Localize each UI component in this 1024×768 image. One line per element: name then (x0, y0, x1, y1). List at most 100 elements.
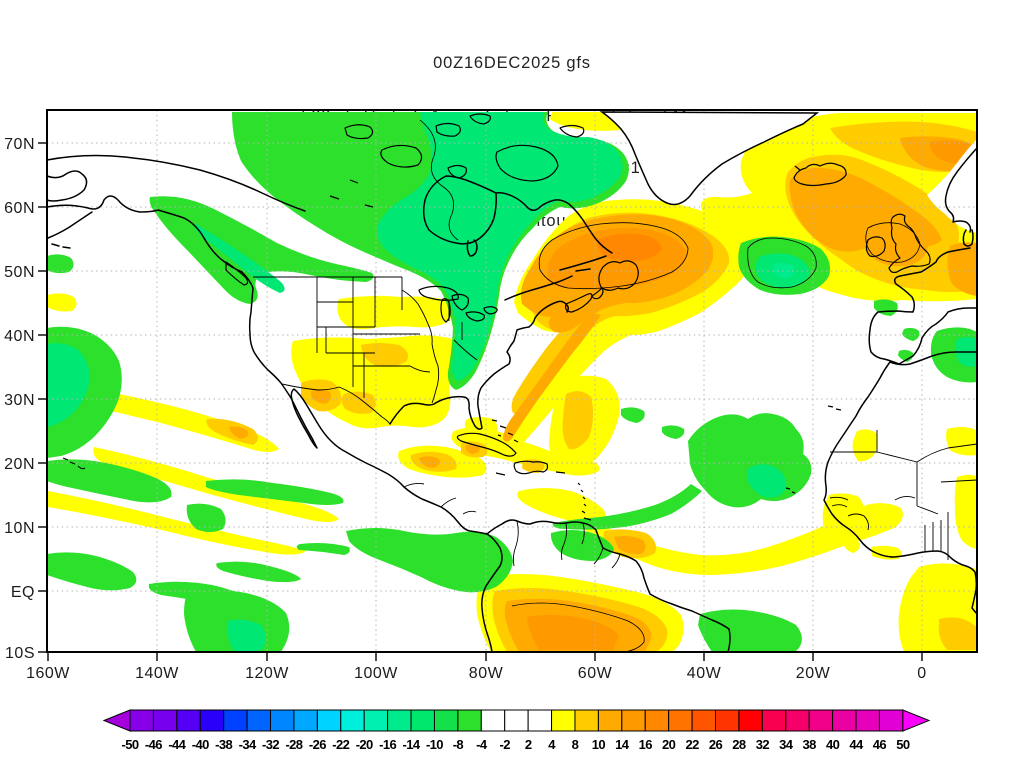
colorbar-segment (316, 709, 342, 732)
shade-pacific-8n-band (216, 561, 301, 583)
shade-yucatan-orange (419, 456, 440, 468)
colorbar-segment (480, 709, 506, 732)
colorbar-label: 40 (826, 737, 840, 752)
coast-hawaii (62, 457, 86, 470)
colorbar-segment (878, 709, 904, 732)
shading-positive-anomalies (47, 112, 977, 652)
colorbar-label: -50 (122, 737, 139, 752)
border-mexico-centam (403, 482, 477, 515)
shade-atlantic-speck-2 (662, 425, 685, 439)
map-frame (46, 109, 978, 653)
lat-tick-label: 10S (5, 645, 35, 662)
colorbar-segment (668, 709, 693, 732)
shade-kansas-gold (361, 343, 408, 367)
colorbar-segment (551, 709, 576, 732)
lat-tick-label: 20N (4, 456, 35, 473)
coast-west-africa (823, 361, 978, 615)
colorbar-label: -14 (403, 737, 421, 752)
contour-50n-green (747, 237, 817, 289)
shade-gulfstream-orange-tail (503, 313, 601, 442)
lon-tick-label: 80W (469, 665, 504, 682)
colorbar-segment (644, 709, 670, 732)
shade-denmark-orange (947, 242, 977, 296)
shading-negative-anomalies (47, 112, 977, 652)
colorbar-segment (855, 709, 880, 732)
colorbar-label: -16 (379, 737, 396, 752)
coast-arctic-islands (329, 113, 585, 208)
coast-ireland (865, 236, 886, 258)
shade-spain-speck-1 (902, 327, 920, 341)
colorbar-segment (387, 709, 412, 732)
shade-gulf-guinea-gold (938, 617, 977, 650)
colorbar-label: 50 (896, 737, 910, 752)
colorbar-label: 14 (615, 737, 630, 752)
shade-left-edge-50n (47, 254, 74, 274)
shade-left-edge-small (47, 293, 77, 312)
colorbar-label: -20 (356, 737, 373, 752)
colorbar-segment (270, 709, 295, 732)
shade-s-pacific-teal (226, 619, 266, 652)
coast-europe (868, 247, 978, 365)
colorbar-segment (129, 709, 154, 732)
shade-atlantic-teal (747, 464, 787, 498)
contour-lines (419, 119, 921, 653)
coast-hispaniola (513, 460, 549, 475)
coast-med-africa (889, 351, 978, 366)
coast-vancouver-island (225, 261, 249, 286)
shade-algeria-edge (946, 427, 977, 456)
shade-nigeria-edge (954, 474, 977, 549)
lon-tick-label: 120W (245, 665, 289, 682)
coast-great-lakes (418, 285, 498, 323)
coast-iceland (793, 162, 847, 187)
shade-cuba-orange (465, 444, 480, 454)
shade-pacific-orange-dot (229, 426, 249, 439)
colorbar-label: -2 (500, 737, 511, 752)
shade-venezuela-coast (517, 488, 606, 524)
colorbar-label: -44 (168, 737, 186, 752)
contour-brazil (511, 602, 645, 653)
shade-left-edge-teal (47, 343, 90, 427)
colorbar-label: 22 (685, 737, 699, 752)
shade-sargasso-gold-streak (562, 391, 594, 450)
coast-canary-capeverde (785, 405, 842, 494)
colorbar-segment (621, 709, 646, 732)
shade-pacific-17n-band (206, 479, 344, 505)
contour-uk (865, 222, 921, 263)
shade-senegal-coast (822, 493, 864, 536)
state-country-borders (253, 276, 978, 569)
lat-tick-label: 40N (4, 328, 35, 345)
shade-labrador-core (597, 233, 662, 262)
lon-tick-label: 20W (796, 665, 831, 682)
colorbar-label: -38 (215, 737, 232, 752)
colorbar-label: -10 (426, 737, 443, 752)
lon-tick-label: 60W (578, 665, 613, 682)
coast-newfoundland (598, 260, 639, 291)
lon-tick-label: 160W (26, 665, 70, 682)
shade-tropical-atlantic-band (578, 503, 903, 575)
shade-northern-plains (337, 295, 453, 330)
coast-alaska-west (46, 170, 88, 202)
title-run-model: 00Z16DEC2025 gfs (433, 54, 591, 72)
coast-norway (944, 147, 978, 247)
colorbar-label: 38 (803, 737, 817, 752)
colorbar-label: 20 (662, 737, 676, 752)
colorbar-label: -4 (476, 737, 488, 752)
lat-tick-label: 70N (4, 136, 35, 153)
colorbar-segment (246, 709, 272, 732)
coast-greenland (599, 111, 820, 206)
colorbar-left-arrow (102, 709, 131, 732)
colorbar-label: -46 (145, 737, 162, 752)
colorbar-segment (574, 709, 599, 732)
colorbar-label: 8 (572, 737, 579, 752)
coast-antilles (495, 471, 592, 521)
coast-gulf-eastcoast (389, 300, 570, 430)
coast-cuba (456, 432, 517, 457)
colorbar-label: -32 (262, 737, 279, 752)
colorbar-label: 16 (639, 737, 653, 752)
lon-tick-label: 100W (354, 665, 398, 682)
lon-axis: 160W 140W 120W 100W 80W 60W 40W 20W 0 (26, 652, 926, 682)
colorbar-label: 26 (709, 737, 723, 752)
coast-arctic (46, 154, 306, 212)
colorbar-label: -34 (239, 737, 257, 752)
